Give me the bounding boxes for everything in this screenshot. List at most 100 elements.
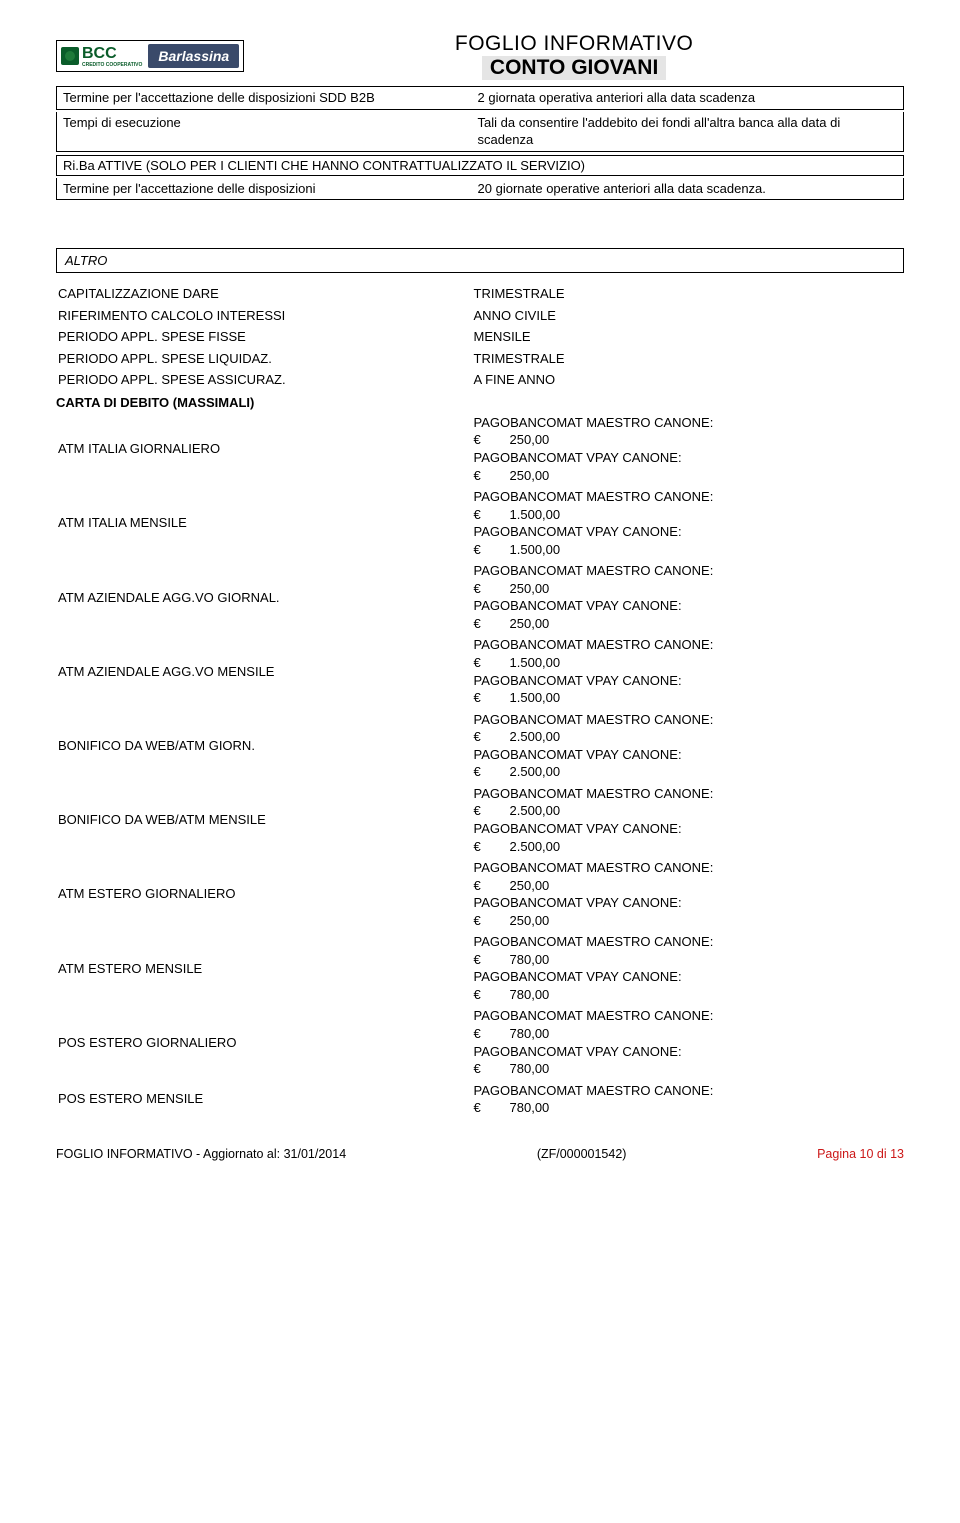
altro-row: CAPITALIZZAZIONE DARETRIMESTRALE	[56, 283, 904, 305]
altro-val: TRIMESTRALE	[472, 348, 904, 370]
footer-mid: (ZF/000001542)	[537, 1147, 627, 1161]
carta-row: ATM ITALIA MENSILEPAGOBANCOMAT MAESTRO C…	[56, 486, 904, 560]
footer-left: FOGLIO INFORMATIVO - Aggiornato al: 31/0…	[56, 1147, 346, 1161]
bcc-logo-icon	[61, 47, 79, 65]
top-row-val: Tali da consentire l'addebito dei fondi …	[472, 112, 903, 151]
carta-val: PAGOBANCOMAT MAESTRO CANONE:€250,00PAGOB…	[472, 857, 904, 931]
bcc-logo: BCC CREDITO COOPERATIVO	[61, 45, 142, 68]
carta-amount: €780,00	[474, 951, 900, 969]
carta-line-label: PAGOBANCOMAT VPAY CANONE:	[474, 820, 900, 838]
carta-key: ATM AZIENDALE AGG.VO GIORNAL.	[56, 560, 472, 634]
top-row-key: Termine per l'accettazione delle disposi…	[57, 87, 472, 109]
riba-header: Ri.Ba ATTIVE (SOLO PER I CLIENTI CHE HAN…	[56, 155, 904, 176]
carta-line-label: PAGOBANCOMAT VPAY CANONE:	[474, 523, 900, 541]
carta-amount: €780,00	[474, 1025, 900, 1043]
carta-val: PAGOBANCOMAT MAESTRO CANONE:€780,00	[472, 1080, 904, 1119]
title-block: FOGLIO INFORMATIVO CONTO GIOVANI	[244, 32, 904, 80]
logo-box: BCC CREDITO COOPERATIVO Barlassina	[56, 40, 244, 72]
carta-key: POS ESTERO GIORNALIERO	[56, 1005, 472, 1079]
carta-line-label: PAGOBANCOMAT MAESTRO CANONE:	[474, 859, 900, 877]
top-row-val: 2 giornata operativa anteriori alla data…	[472, 87, 903, 109]
riba-row-key: Termine per l'accettazione delle disposi…	[57, 178, 472, 200]
altro-key: PERIODO APPL. SPESE LIQUIDAZ.	[56, 348, 472, 370]
carta-line-label: PAGOBANCOMAT VPAY CANONE:	[474, 968, 900, 986]
carta-key: BONIFICO DA WEB/ATM GIORN.	[56, 709, 472, 783]
doc-title-1: FOGLIO INFORMATIVO	[244, 32, 904, 56]
carta-key: ATM ESTERO MENSILE	[56, 931, 472, 1005]
carta-amount: €250,00	[474, 467, 900, 485]
page: BCC CREDITO COOPERATIVO Barlassina FOGLI…	[0, 0, 960, 1181]
footer-page: Pagina 10 di 13	[817, 1147, 904, 1161]
carta-val: PAGOBANCOMAT MAESTRO CANONE:€250,00PAGOB…	[472, 412, 904, 486]
carta-row: BONIFICO DA WEB/ATM MENSILEPAGOBANCOMAT …	[56, 783, 904, 857]
altro-val: ANNO CIVILE	[472, 305, 904, 327]
carta-amount: €2.500,00	[474, 763, 900, 781]
carta-val: PAGOBANCOMAT MAESTRO CANONE:€1.500,00PAG…	[472, 486, 904, 560]
carta-table: ATM ITALIA GIORNALIEROPAGOBANCOMAT MAEST…	[56, 412, 904, 1119]
altro-val: A FINE ANNO	[472, 369, 904, 391]
carta-row: ATM ITALIA GIORNALIEROPAGOBANCOMAT MAEST…	[56, 412, 904, 486]
carta-amount: €1.500,00	[474, 506, 900, 524]
altro-key: RIFERIMENTO CALCOLO INTERESSI	[56, 305, 472, 327]
carta-line-label: PAGOBANCOMAT MAESTRO CANONE:	[474, 1007, 900, 1025]
carta-line-label: PAGOBANCOMAT MAESTRO CANONE:	[474, 636, 900, 654]
carta-val: PAGOBANCOMAT MAESTRO CANONE:€250,00PAGOB…	[472, 560, 904, 634]
carta-line-label: PAGOBANCOMAT MAESTRO CANONE:	[474, 562, 900, 580]
carta-line-label: PAGOBANCOMAT VPAY CANONE:	[474, 449, 900, 467]
brand-badge: Barlassina	[148, 44, 239, 68]
altro-row: RIFERIMENTO CALCOLO INTERESSIANNO CIVILE	[56, 305, 904, 327]
altro-key: PERIODO APPL. SPESE FISSE	[56, 326, 472, 348]
altro-row: PERIODO APPL. SPESE ASSICURAZ.A FINE ANN…	[56, 369, 904, 391]
altro-title: ALTRO	[56, 248, 904, 273]
carta-amount: €250,00	[474, 877, 900, 895]
carta-line-label: PAGOBANCOMAT VPAY CANONE:	[474, 894, 900, 912]
carta-line-label: PAGOBANCOMAT VPAY CANONE:	[474, 1043, 900, 1061]
carta-row: ATM AZIENDALE AGG.VO GIORNAL.PAGOBANCOMA…	[56, 560, 904, 634]
riba-row: Termine per l'accettazione delle disposi…	[56, 178, 904, 201]
carta-line-label: PAGOBANCOMAT MAESTRO CANONE:	[474, 933, 900, 951]
carta-line-label: PAGOBANCOMAT MAESTRO CANONE:	[474, 414, 900, 432]
carta-line-label: PAGOBANCOMAT MAESTRO CANONE:	[474, 488, 900, 506]
altro-val: MENSILE	[472, 326, 904, 348]
top-row: Termine per l'accettazione delle disposi…	[56, 86, 904, 110]
carta-row: ATM AZIENDALE AGG.VO MENSILEPAGOBANCOMAT…	[56, 634, 904, 708]
altro-table: CAPITALIZZAZIONE DARETRIMESTRALERIFERIME…	[56, 283, 904, 391]
carta-row: ATM ESTERO MENSILEPAGOBANCOMAT MAESTRO C…	[56, 931, 904, 1005]
carta-amount: €1.500,00	[474, 541, 900, 559]
carta-val: PAGOBANCOMAT MAESTRO CANONE:€1.500,00PAG…	[472, 634, 904, 708]
carta-val: PAGOBANCOMAT MAESTRO CANONE:€780,00PAGOB…	[472, 1005, 904, 1079]
carta-key: ATM ITALIA GIORNALIERO	[56, 412, 472, 486]
carta-amount: €250,00	[474, 615, 900, 633]
carta-key: BONIFICO DA WEB/ATM MENSILE	[56, 783, 472, 857]
footer: FOGLIO INFORMATIVO - Aggiornato al: 31/0…	[56, 1147, 904, 1161]
carta-line-label: PAGOBANCOMAT VPAY CANONE:	[474, 746, 900, 764]
carta-amount: €250,00	[474, 912, 900, 930]
carta-amount: €780,00	[474, 986, 900, 1004]
carta-key: ATM ESTERO GIORNALIERO	[56, 857, 472, 931]
carta-row: ATM ESTERO GIORNALIEROPAGOBANCOMAT MAEST…	[56, 857, 904, 931]
carta-key: POS ESTERO MENSILE	[56, 1080, 472, 1119]
carta-amount: €2.500,00	[474, 838, 900, 856]
carta-row: POS ESTERO MENSILEPAGOBANCOMAT MAESTRO C…	[56, 1080, 904, 1119]
carta-amount: €2.500,00	[474, 728, 900, 746]
doc-title-2: CONTO GIOVANI	[482, 56, 666, 80]
carta-line-label: PAGOBANCOMAT MAESTRO CANONE:	[474, 785, 900, 803]
bcc-logo-sub: CREDITO COOPERATIVO	[82, 63, 142, 68]
bcc-logo-text: BCC	[82, 45, 117, 62]
altro-row: PERIODO APPL. SPESE FISSEMENSILE	[56, 326, 904, 348]
carta-val: PAGOBANCOMAT MAESTRO CANONE: €2.500,00PAG…	[472, 783, 904, 857]
altro-val: TRIMESTRALE	[472, 283, 904, 305]
carta-row: BONIFICO DA WEB/ATM GIORN.PAGOBANCOMAT M…	[56, 709, 904, 783]
carta-amount: €1.500,00	[474, 654, 900, 672]
altro-row: PERIODO APPL. SPESE LIQUIDAZ.TRIMESTRALE	[56, 348, 904, 370]
carta-row: POS ESTERO GIORNALIEROPAGOBANCOMAT MAEST…	[56, 1005, 904, 1079]
altro-key: CAPITALIZZAZIONE DARE	[56, 283, 472, 305]
carta-line-label: PAGOBANCOMAT MAESTRO CANONE:	[474, 1082, 900, 1100]
altro-key: PERIODO APPL. SPESE ASSICURAZ.	[56, 369, 472, 391]
carta-amount: €250,00	[474, 580, 900, 598]
carta-line-label: PAGOBANCOMAT VPAY CANONE:	[474, 672, 900, 690]
carta-val: PAGOBANCOMAT MAESTRO CANONE:€2.500,00PAG…	[472, 709, 904, 783]
header: BCC CREDITO COOPERATIVO Barlassina FOGLI…	[56, 32, 904, 80]
top-row-key: Tempi di esecuzione	[57, 112, 472, 151]
carta-amount: €250,00	[474, 431, 900, 449]
